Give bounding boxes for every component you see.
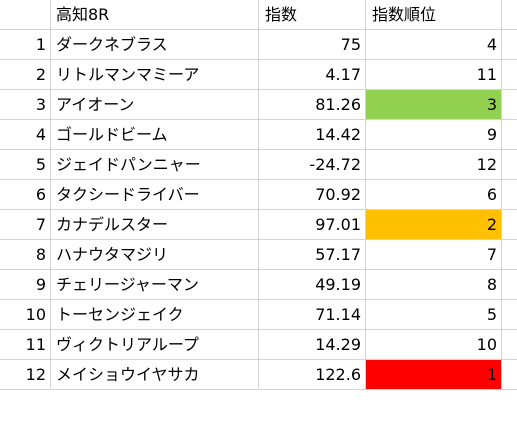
cell-extra[interactable] <box>502 120 517 150</box>
row-number[interactable]: 1 <box>0 30 51 60</box>
rank-cell[interactable]: 10 <box>366 330 502 360</box>
cell-extra[interactable] <box>502 360 517 390</box>
row-number[interactable]: 12 <box>0 360 51 390</box>
horse-name-cell[interactable]: ダークネブラス <box>51 30 259 60</box>
score-cell[interactable]: 70.92 <box>259 180 366 210</box>
row-number[interactable]: 10 <box>0 300 51 330</box>
horse-name-cell[interactable]: ゴールドビーム <box>51 120 259 150</box>
horse-name-cell[interactable]: カナデルスター <box>51 210 259 240</box>
score-cell[interactable]: 71.14 <box>259 300 366 330</box>
score-cell[interactable]: 81.26 <box>259 90 366 120</box>
row-number[interactable]: 5 <box>0 150 51 180</box>
row-number[interactable]: 8 <box>0 240 51 270</box>
score-cell[interactable]: -24.72 <box>259 150 366 180</box>
table-row: 9 チェリージャーマン 49.19 8 <box>0 270 517 300</box>
cell-extra[interactable] <box>502 330 517 360</box>
rank-cell[interactable]: 4 <box>366 30 502 60</box>
cell-extra[interactable] <box>502 300 517 330</box>
table-row: 3 アイオーン 81.26 3 <box>0 90 517 120</box>
row-number[interactable]: 6 <box>0 180 51 210</box>
horse-name-cell[interactable]: アイオーン <box>51 90 259 120</box>
table-row: 5 ジェイドパンニャー -24.72 12 <box>0 150 517 180</box>
rank-cell[interactable]: 6 <box>366 180 502 210</box>
table-row: 10 トーセンジェイク 71.14 5 <box>0 300 517 330</box>
cell-extra[interactable] <box>502 180 517 210</box>
cell-extra[interactable] <box>502 30 517 60</box>
rank-cell[interactable]: 5 <box>366 300 502 330</box>
horse-name-cell[interactable]: トーセンジェイク <box>51 300 259 330</box>
score-cell[interactable]: 4.17 <box>259 60 366 90</box>
horse-name-cell[interactable]: タクシードライバー <box>51 180 259 210</box>
rank-cell[interactable]: 2 <box>366 210 502 240</box>
rank-cell[interactable]: 7 <box>366 240 502 270</box>
header-row: 高知8R 指数 指数順位 <box>0 0 517 30</box>
score-cell[interactable]: 57.17 <box>259 240 366 270</box>
cell-extra[interactable] <box>502 90 517 120</box>
table-row: 6 タクシードライバー 70.92 6 <box>0 180 517 210</box>
score-cell[interactable]: 75 <box>259 30 366 60</box>
table-row: 7 カナデルスター 97.01 2 <box>0 210 517 240</box>
row-number[interactable]: 9 <box>0 270 51 300</box>
cell-extra[interactable] <box>502 60 517 90</box>
row-number[interactable]: 4 <box>0 120 51 150</box>
cell-extra[interactable] <box>502 210 517 240</box>
horse-name-cell[interactable]: ヴィクトリアループ <box>51 330 259 360</box>
score-cell[interactable]: 122.6 <box>259 360 366 390</box>
rank-cell[interactable]: 3 <box>366 90 502 120</box>
table-row: 12 メイショウイヤサカ 122.6 1 <box>0 360 517 390</box>
row-number[interactable]: 11 <box>0 330 51 360</box>
cell-extra[interactable] <box>502 240 517 270</box>
header-race-name[interactable]: 高知8R <box>51 0 259 30</box>
cell-extra[interactable] <box>502 270 517 300</box>
table-row: 2 リトルマンマミーア 4.17 11 <box>0 60 517 90</box>
score-cell[interactable]: 49.19 <box>259 270 366 300</box>
rank-cell[interactable]: 9 <box>366 120 502 150</box>
horse-name-cell[interactable]: ハナウタマジリ <box>51 240 259 270</box>
cell-extra[interactable] <box>502 150 517 180</box>
score-cell[interactable]: 14.29 <box>259 330 366 360</box>
score-cell[interactable]: 97.01 <box>259 210 366 240</box>
rank-cell[interactable]: 1 <box>366 360 502 390</box>
cell-a1[interactable] <box>0 0 51 30</box>
table-row: 1 ダークネブラス 75 4 <box>0 30 517 60</box>
rank-cell[interactable]: 8 <box>366 270 502 300</box>
horse-name-cell[interactable]: メイショウイヤサカ <box>51 360 259 390</box>
header-score[interactable]: 指数 <box>259 0 366 30</box>
horse-name-cell[interactable]: ジェイドパンニャー <box>51 150 259 180</box>
horse-name-cell[interactable]: リトルマンマミーア <box>51 60 259 90</box>
row-number[interactable]: 3 <box>0 90 51 120</box>
score-cell[interactable]: 14.42 <box>259 120 366 150</box>
header-rank[interactable]: 指数順位 <box>366 0 502 30</box>
horse-name-cell[interactable]: チェリージャーマン <box>51 270 259 300</box>
row-number[interactable]: 7 <box>0 210 51 240</box>
cell-extra[interactable] <box>502 0 517 30</box>
table-row: 4 ゴールドビーム 14.42 9 <box>0 120 517 150</box>
row-number[interactable]: 2 <box>0 60 51 90</box>
rank-cell[interactable]: 11 <box>366 60 502 90</box>
table-row: 11 ヴィクトリアループ 14.29 10 <box>0 330 517 360</box>
rank-cell[interactable]: 12 <box>366 150 502 180</box>
table-row: 8 ハナウタマジリ 57.17 7 <box>0 240 517 270</box>
